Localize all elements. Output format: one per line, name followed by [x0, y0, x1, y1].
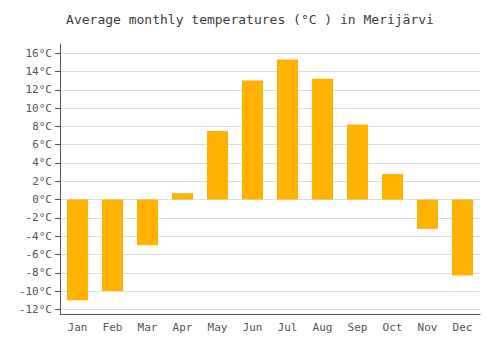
svg-text:-12°C: -12°C — [19, 303, 52, 316]
svg-text:Apr: Apr — [173, 321, 193, 334]
svg-text:-4°C: -4°C — [26, 230, 53, 243]
svg-text:Oct: Oct — [383, 321, 403, 334]
svg-text:8°C: 8°C — [32, 120, 52, 133]
svg-text:Jul: Jul — [278, 321, 298, 334]
svg-text:Sep: Sep — [348, 321, 368, 334]
svg-text:May: May — [208, 321, 228, 334]
svg-text:4°C: 4°C — [32, 156, 52, 169]
svg-text:Aug: Aug — [313, 321, 333, 334]
svg-text:Dec: Dec — [453, 321, 473, 334]
svg-text:10°C: 10°C — [26, 102, 53, 115]
svg-text:12°C: 12°C — [26, 83, 53, 96]
svg-text:6°C: 6°C — [32, 138, 52, 151]
svg-text:Average monthly temperatures (: Average monthly temperatures (°C ) in Me… — [66, 12, 434, 27]
svg-text:Nov: Nov — [418, 321, 438, 334]
svg-text:Mar: Mar — [138, 321, 158, 334]
svg-text:0°C: 0°C — [32, 193, 52, 206]
svg-text:-6°C: -6°C — [26, 248, 53, 261]
svg-text:Jan: Jan — [68, 321, 88, 334]
svg-text:Jun: Jun — [243, 321, 263, 334]
svg-text:-2°C: -2°C — [26, 211, 53, 224]
svg-text:16°C: 16°C — [26, 47, 53, 60]
svg-text:-8°C: -8°C — [26, 266, 53, 279]
svg-text:14°C: 14°C — [26, 65, 53, 78]
svg-text:Feb: Feb — [103, 321, 123, 334]
svg-text:-10°C: -10°C — [19, 285, 52, 298]
svg-text:2°C: 2°C — [32, 175, 52, 188]
